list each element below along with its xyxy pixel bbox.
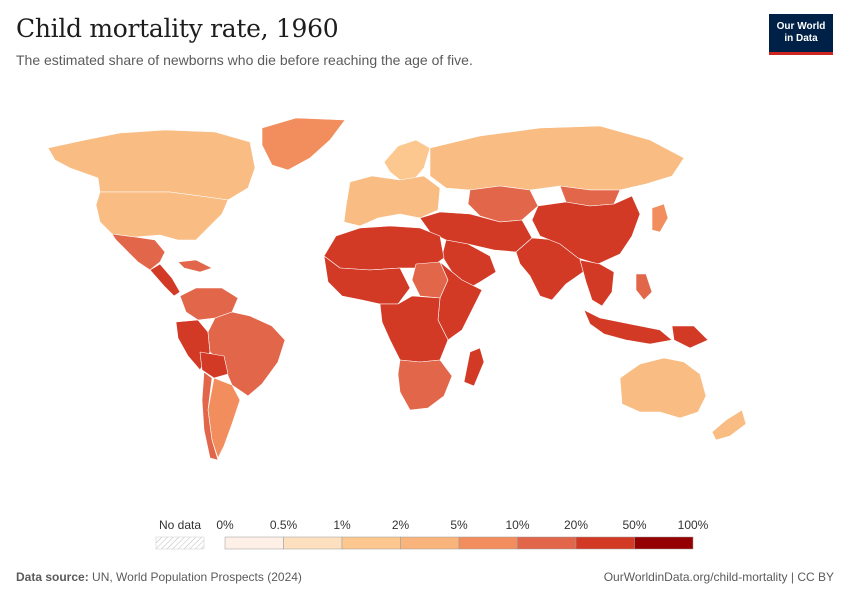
region-russia[interactable] — [429, 125, 685, 191]
region-philippines[interactable] — [635, 273, 653, 301]
legend-bin[interactable] — [283, 536, 343, 550]
legend-tick-label: 10% — [505, 518, 529, 532]
region-bolivia[interactable] — [199, 351, 229, 379]
data-source-text: UN, World Population Prospects (2024) — [88, 570, 302, 584]
legend-tick-label: 100% — [678, 518, 709, 532]
region-japan[interactable] — [651, 203, 669, 233]
chart-subtitle: The estimated share of newborns who die … — [16, 52, 473, 68]
legend-bin[interactable] — [634, 536, 694, 550]
legend-bin[interactable] — [517, 536, 577, 550]
legend-bin[interactable] — [224, 536, 284, 550]
region-southeast-asia[interactable] — [579, 259, 615, 307]
region-greenland[interactable] — [261, 117, 346, 171]
region-canada[interactable] — [47, 129, 256, 201]
region-southern-africa[interactable] — [397, 359, 453, 411]
region-east-africa[interactable] — [437, 261, 483, 341]
legend-no-data-label: No data — [159, 518, 201, 532]
region-madagascar[interactable] — [463, 347, 485, 387]
legend-tick-label: 50% — [622, 518, 646, 532]
region-central-america[interactable] — [149, 263, 181, 297]
region-arabian-peninsula[interactable] — [441, 239, 497, 291]
world-map[interactable] — [0, 80, 850, 510]
data-source: Data source: UN, World Population Prospe… — [16, 570, 302, 584]
legend-bin[interactable] — [341, 536, 401, 550]
legend-tick-label: 0.5% — [270, 518, 298, 532]
chart-title: Child mortality rate, 1960 — [16, 14, 339, 43]
legend-bin[interactable] — [575, 536, 635, 550]
logo-line-1: Our World — [776, 21, 826, 32]
region-caribbean[interactable] — [177, 259, 213, 273]
legend-bin[interactable] — [458, 536, 518, 550]
legend-tick-label: 0% — [216, 518, 234, 532]
region-indonesia[interactable] — [583, 309, 673, 345]
legend: No data 0% 0.5% 1% 2% 5% 10% 20% 50% 100% — [155, 518, 709, 550]
data-source-label: Data source: — [16, 570, 89, 584]
region-china[interactable] — [531, 195, 641, 265]
legend-tick-label: 5% — [450, 518, 468, 532]
region-scandinavia[interactable] — [383, 139, 431, 183]
region-united-states[interactable] — [95, 191, 229, 241]
region-australia[interactable] — [619, 357, 707, 419]
region-papua-new-guinea[interactable] — [671, 325, 709, 349]
legend-tick-label: 1% — [333, 518, 351, 532]
legend-tick-label: 20% — [564, 518, 588, 532]
region-brazil[interactable] — [207, 311, 286, 397]
legend-no-data-swatch — [155, 536, 205, 550]
region-central-africa[interactable] — [379, 295, 449, 363]
region-chile[interactable] — [201, 371, 219, 461]
logo-line-2: in Data — [784, 33, 818, 44]
owid-logo[interactable]: Our World in Data — [769, 14, 833, 55]
legend-bin[interactable] — [400, 536, 460, 550]
credit-link[interactable]: OurWorldinData.org/child-mortality | CC … — [603, 570, 834, 584]
region-mexico[interactable] — [111, 233, 166, 271]
region-new-zealand[interactable] — [711, 409, 747, 441]
legend-tick-label: 2% — [392, 518, 410, 532]
